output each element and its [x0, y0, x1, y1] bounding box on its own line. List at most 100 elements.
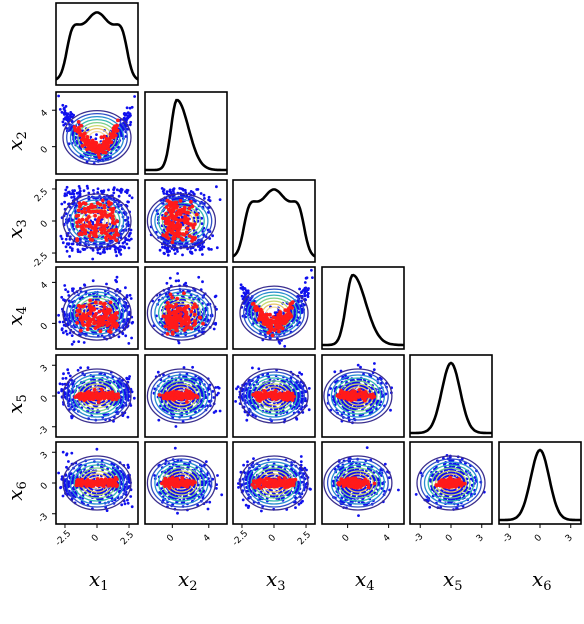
highlight-point — [91, 391, 95, 396]
highlight-point — [170, 332, 175, 336]
highlight-point — [168, 204, 173, 209]
sample-point — [194, 248, 197, 252]
highlight-point — [114, 316, 119, 320]
highlight-point — [114, 325, 118, 329]
sample-point — [64, 245, 68, 249]
sample-point — [71, 314, 74, 318]
density-contour — [246, 291, 302, 335]
sample-point — [239, 283, 243, 287]
sample-point — [161, 245, 164, 249]
sample-point — [70, 120, 74, 123]
highlight-point — [166, 307, 170, 312]
highlight-point — [283, 308, 288, 312]
highlight-point — [75, 224, 80, 229]
highlight-point — [101, 317, 105, 322]
highlight-point — [186, 393, 191, 398]
highlight-point — [278, 312, 283, 316]
sample-point — [122, 116, 126, 120]
sample-point — [115, 275, 119, 279]
sample-point — [172, 189, 175, 193]
sample-point — [165, 190, 169, 194]
sample-point — [124, 135, 128, 138]
highlight-point — [102, 213, 106, 217]
panel-frame — [55, 2, 139, 86]
sample-point — [68, 255, 71, 258]
highlight-point — [265, 322, 269, 326]
sample-point — [128, 375, 132, 378]
highlight-point — [157, 393, 162, 397]
sample-point — [216, 385, 220, 389]
panel-frame — [232, 179, 316, 263]
sample-point — [71, 398, 75, 402]
highlight-point — [177, 231, 182, 236]
sample-point — [162, 192, 166, 195]
density-contour — [243, 288, 305, 338]
highlight-point — [163, 324, 168, 329]
highlight-point — [269, 321, 274, 325]
sample-point — [165, 247, 169, 251]
sample-point — [303, 281, 307, 284]
sample-point — [306, 293, 309, 297]
highlight-point — [99, 387, 104, 392]
sample-point — [303, 292, 306, 296]
sample-point — [77, 340, 81, 343]
sample-point — [74, 210, 77, 213]
highlight-point — [108, 300, 113, 305]
highlight-point — [80, 217, 85, 222]
sample-point — [179, 378, 183, 381]
highlight-point — [79, 395, 84, 399]
highlight-point — [87, 138, 91, 143]
y-tick-label: 2.5 — [33, 187, 50, 204]
highlight-point — [93, 320, 98, 324]
sample-point — [126, 189, 130, 192]
sample-point — [277, 340, 281, 343]
highlight-point — [105, 320, 109, 325]
sample-point — [64, 288, 67, 291]
sample-point — [60, 237, 64, 241]
highlight-point — [87, 394, 91, 398]
highlight-point — [285, 312, 289, 317]
sample-point — [112, 186, 116, 190]
sample-point — [208, 237, 212, 240]
y-tick-label: -2.5 — [31, 251, 50, 270]
sample-point — [207, 399, 211, 403]
y-tick-label: 3 — [39, 363, 50, 374]
density-contour — [239, 285, 309, 341]
highlight-point — [172, 231, 177, 236]
sample-point — [96, 191, 100, 194]
sample-point — [166, 250, 170, 254]
density-contour — [66, 371, 128, 421]
sample-point — [212, 327, 216, 331]
sample-point — [130, 196, 134, 200]
highlight-point — [78, 202, 83, 207]
sample-point — [176, 250, 179, 253]
sample-point — [163, 246, 167, 250]
highlight-point — [268, 312, 272, 317]
panel-x3-vs-x3 — [232, 179, 316, 263]
highlight-point — [264, 316, 269, 321]
highlight-point — [93, 204, 97, 209]
highlight-point — [177, 227, 182, 232]
panel-frame — [144, 179, 228, 263]
highlight-point — [190, 204, 195, 209]
sample-point — [130, 105, 134, 109]
panel-x2-vs-x1: 04 — [39, 91, 139, 175]
sample-point — [60, 202, 64, 206]
sample-point — [130, 336, 134, 340]
highlight-point — [184, 310, 189, 315]
sample-point — [124, 334, 128, 338]
sample-point — [113, 248, 117, 252]
highlight-point — [110, 210, 115, 215]
panel-content — [146, 185, 222, 257]
sample-point — [57, 94, 60, 98]
density-contour — [66, 112, 128, 163]
highlight-point — [171, 226, 176, 231]
sample-point — [240, 294, 244, 298]
density-contour — [62, 368, 132, 424]
highlight-point — [168, 292, 173, 297]
sample-point — [166, 253, 170, 257]
sample-point — [71, 287, 74, 291]
highlight-point — [105, 138, 109, 143]
highlight-point — [82, 206, 87, 211]
sample-point — [123, 240, 127, 244]
